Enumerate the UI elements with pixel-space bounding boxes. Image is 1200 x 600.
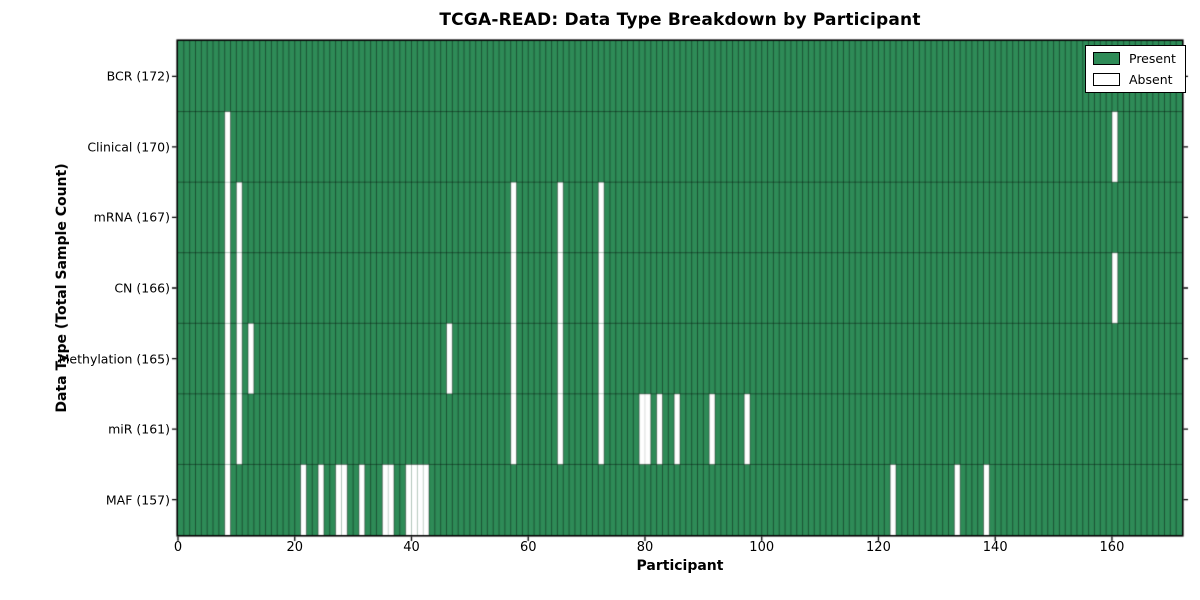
x-tick-label: 160 [1099,540,1125,555]
x-tick-label: 0 [173,540,183,555]
x-tick-label: 120 [866,540,891,555]
legend-item-absent: Absent [1093,73,1176,86]
present-swatch [1093,52,1120,65]
x-tick-label: 80 [636,540,654,555]
chart-title: TCGA-READ: Data Type Breakdown by Partic… [439,10,921,30]
x-tick-label: 20 [286,540,304,555]
x-tick-label: 60 [519,540,537,555]
x-axis-title: Participant [636,558,724,574]
y-axis-label-bcr: BCR (172) [106,68,170,84]
y-axis-label-cn: CN (166) [114,280,170,296]
legend-label-present: Present [1129,51,1176,66]
y-axis-label-mir: miR (161) [108,421,170,437]
y-axis-label-mrna: mRNA (167) [93,209,170,225]
legend: Present Absent [1085,45,1186,93]
x-tick-label: 140 [982,540,1008,555]
y-axis-label-clinical: Clinical (170) [87,139,170,155]
absent-swatch [1093,73,1120,86]
x-tick-label: 40 [403,540,420,555]
y-axis-label-maf: MAF (157) [105,492,170,508]
legend-label-absent: Absent [1129,72,1173,87]
legend-item-present: Present [1093,52,1176,65]
y-axis-label-methylation: Methylation (165) [58,351,170,367]
x-tick-label: 100 [749,540,775,555]
